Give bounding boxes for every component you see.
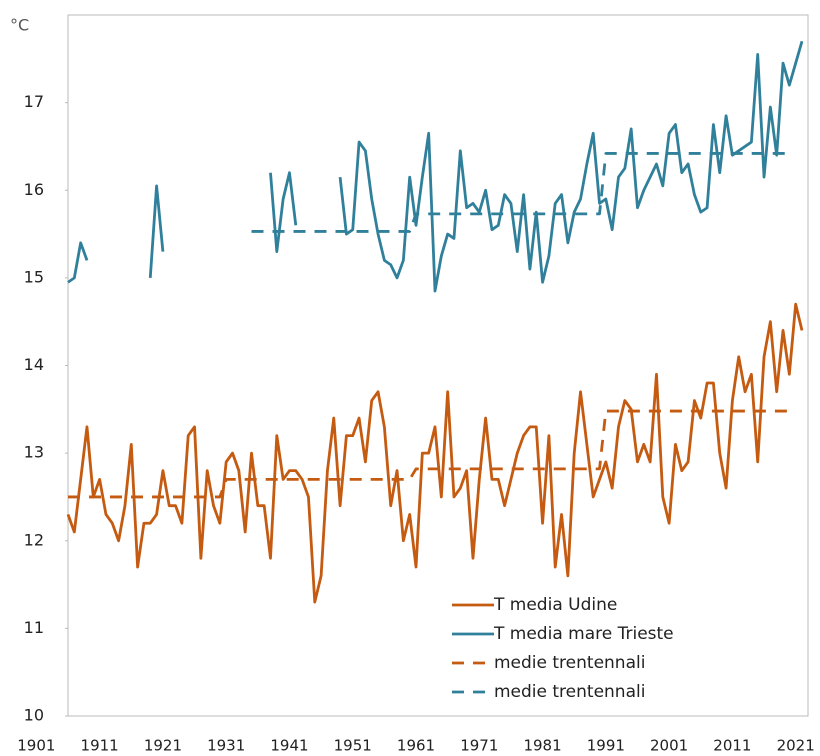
y-tick-label: 15: [24, 267, 44, 286]
y-tick-label: 11: [24, 618, 44, 637]
series-line: [68, 409, 790, 499]
x-tick-label: 1951: [334, 737, 372, 755]
legend-label: T media mare Trieste: [493, 624, 674, 644]
y-tick-label: 14: [24, 355, 44, 374]
x-tick-label: 1901: [17, 737, 55, 755]
x-tick-label: 1931: [207, 737, 245, 755]
x-tick-label: 1941: [270, 737, 308, 755]
y-tick-label: 10: [24, 706, 44, 725]
series-line: [67, 40, 804, 293]
y-axis-label: °C: [10, 16, 29, 35]
series-line: [251, 152, 790, 233]
x-tick-label: 2011: [713, 737, 751, 755]
legend-label: T media Udine: [493, 595, 617, 615]
x-tick-label: 1961: [397, 737, 435, 755]
x-tick-label: 2001: [650, 737, 688, 755]
series-line: [66, 302, 804, 604]
x-tick-label: 1921: [144, 737, 182, 755]
x-tick-label: 1971: [460, 737, 498, 755]
y-tick-label: 13: [24, 443, 44, 462]
y-tick-label: 12: [24, 530, 44, 549]
x-tick-label: 1911: [81, 737, 119, 755]
x-tick-label: 2021: [777, 737, 815, 755]
legend-label: medie trentennali: [494, 653, 645, 673]
x-tick-label: 1991: [587, 737, 625, 755]
legend-label: medie trentennali: [494, 682, 645, 702]
y-tick-label: 17: [24, 92, 44, 111]
y-tick-label: 16: [24, 180, 44, 199]
x-tick-label: 1981: [523, 737, 561, 755]
